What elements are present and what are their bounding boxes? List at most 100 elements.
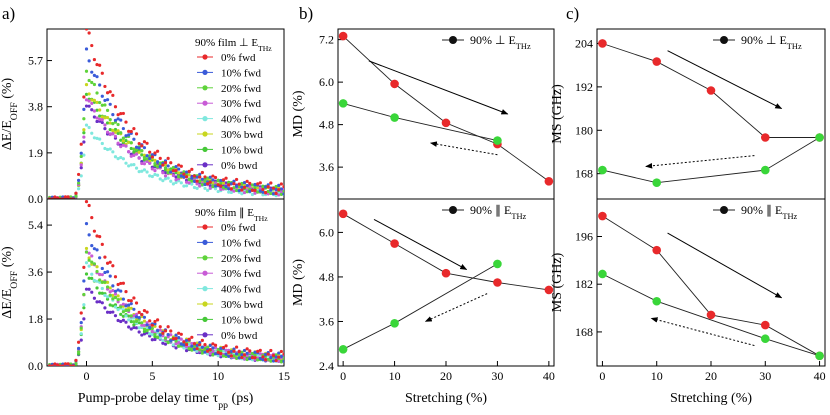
- data-point: [184, 180, 189, 184]
- data-point: [108, 102, 112, 106]
- data-point: [248, 189, 252, 193]
- data-point: [161, 341, 165, 345]
- data-point: [132, 296, 136, 300]
- data-point: [184, 170, 189, 174]
- legend-label: 10% fwd: [221, 237, 262, 249]
- data-point: [53, 362, 57, 366]
- data-point: [224, 184, 228, 189]
- x-tick-label: 0: [340, 369, 346, 383]
- y-tick-label: 1.8: [28, 312, 43, 326]
- data-point: [235, 184, 239, 188]
- legend-marker: [202, 224, 208, 230]
- data-point-bwd: [652, 178, 662, 188]
- data-point: [121, 318, 125, 322]
- data-point: [119, 118, 123, 122]
- data-point: [124, 161, 128, 165]
- data-point: [261, 187, 265, 192]
- data-point: [182, 172, 186, 176]
- data-point: [274, 355, 278, 359]
- data-point: [282, 192, 284, 196]
- data-point: [79, 151, 83, 155]
- data-point: [113, 295, 118, 300]
- data-point: [92, 136, 96, 140]
- chart-c-top: 168 180 192 204 MS (GHz) 90% ⊥ ETHz: [550, 28, 826, 200]
- data-point: [121, 302, 125, 306]
- data-point: [98, 272, 102, 276]
- backward-arrow: [645, 155, 755, 169]
- data-point: [213, 187, 218, 191]
- data-point: [108, 274, 112, 278]
- legend-marker: [202, 332, 208, 338]
- data-point: [84, 47, 89, 51]
- data-point: [108, 290, 112, 294]
- data-point: [200, 338, 204, 343]
- data-point: [121, 111, 125, 116]
- x-tick-label: 0: [599, 369, 605, 383]
- data-point: [66, 195, 70, 199]
- legend-label: 30% bwd: [221, 299, 263, 311]
- data-point: [82, 135, 86, 139]
- data-point: [98, 278, 102, 282]
- data-point: [190, 348, 194, 352]
- data-point: [145, 157, 149, 161]
- data-point: [240, 181, 244, 186]
- data-point: [63, 362, 68, 366]
- data-point: [174, 164, 178, 169]
- data-point: [90, 244, 94, 248]
- data-point: [100, 301, 104, 305]
- legend-label: 10% bwd: [221, 314, 263, 326]
- data-point: [84, 200, 89, 204]
- data-point: [134, 166, 139, 170]
- data-point: [121, 281, 125, 285]
- data-point: [103, 146, 107, 151]
- data-point: [87, 125, 91, 130]
- data-point: [105, 285, 110, 289]
- data-point: [208, 184, 212, 188]
- data-point: [82, 140, 86, 144]
- data-point: [171, 165, 175, 170]
- data-point: [100, 120, 104, 125]
- data-point: [219, 346, 223, 350]
- data-point: [145, 310, 149, 314]
- data-point: [124, 308, 128, 313]
- data-point: [174, 342, 178, 346]
- data-point: [200, 345, 204, 349]
- data-point: [134, 145, 139, 149]
- data-point: [121, 136, 125, 140]
- data-point: [203, 350, 207, 354]
- data-point: [156, 160, 160, 164]
- data-point: [100, 291, 104, 295]
- data-point: [63, 195, 68, 199]
- data-point: [269, 356, 273, 360]
- y-tick-label: 204: [575, 36, 593, 50]
- data-point: [129, 302, 133, 306]
- legend-marker: [449, 36, 457, 44]
- data-point: [206, 188, 210, 192]
- data-point: [121, 139, 125, 143]
- data-point: [200, 177, 204, 181]
- data-point: [219, 184, 223, 188]
- data-point: [92, 73, 96, 77]
- data-point: [192, 185, 197, 190]
- data-point: [227, 354, 231, 358]
- data-point: [90, 272, 94, 276]
- data-point: [90, 101, 94, 106]
- data-point: [279, 349, 283, 354]
- data-point: [100, 280, 104, 284]
- data-point: [127, 140, 131, 144]
- data-point: [240, 188, 244, 192]
- data-point: [161, 171, 165, 175]
- data-point: [206, 345, 210, 349]
- data-point: [177, 336, 181, 340]
- data-point: [116, 131, 120, 135]
- data-point: [127, 133, 131, 137]
- data-point: [221, 178, 226, 182]
- data-point: [90, 70, 94, 74]
- data-point-fwd: [706, 310, 716, 320]
- data-point-fwd: [493, 278, 502, 287]
- data-point: [153, 337, 157, 342]
- data-point: [216, 179, 220, 183]
- data-point: [206, 182, 210, 186]
- data-point: [113, 105, 118, 109]
- data-point: [219, 349, 223, 353]
